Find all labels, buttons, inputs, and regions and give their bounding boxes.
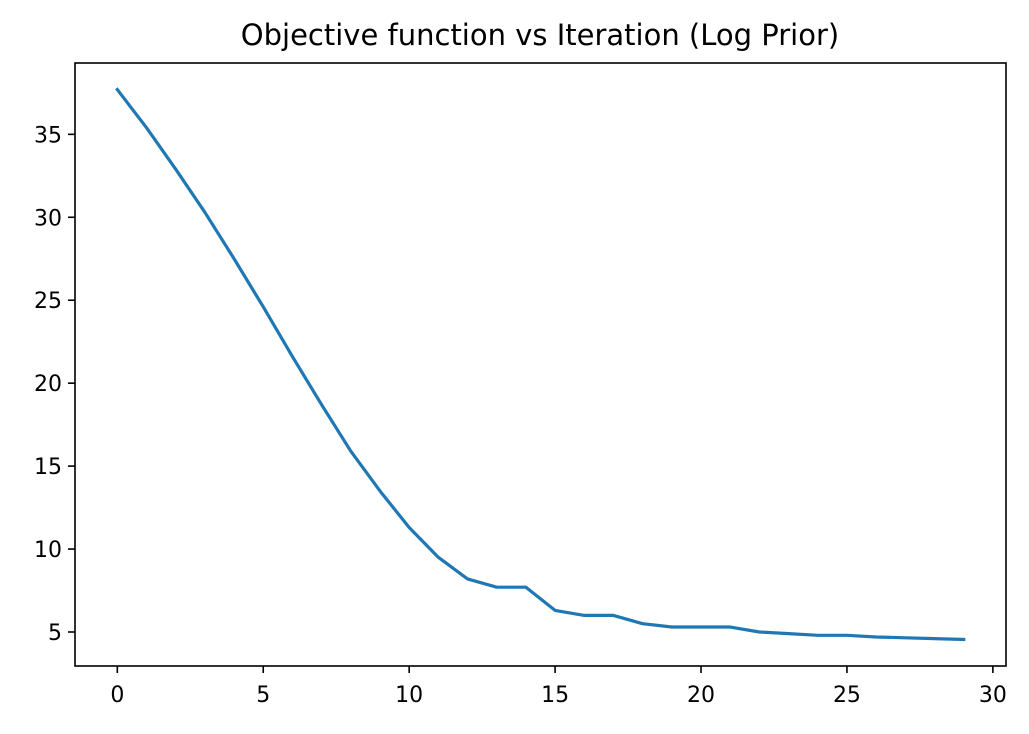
y-tick-label: 30 [34,206,62,231]
y-axis: 5 10 15 20 25 30 35 [34,123,75,646]
y-tick-label: 15 [34,455,62,480]
y-tick-label: 20 [34,372,62,397]
y-tick-label: 25 [34,289,62,314]
x-tick-label: 15 [541,683,569,708]
axes-frame [74,62,1007,667]
plot-area [74,62,1007,667]
x-tick-label: 30 [979,683,1007,708]
y-tick-label: 10 [34,538,62,563]
x-tick-label: 20 [687,683,715,708]
y-tick-label: 5 [48,621,62,646]
series-layer [115,87,966,642]
x-tick-label: 25 [833,683,861,708]
y-tick-label: 35 [34,123,62,148]
x-tick-label: 0 [110,683,124,708]
x-axis: 0 5 10 15 20 25 30 [110,666,1007,708]
chart-title: Objective function vs Iteration (Log Pri… [241,18,839,52]
x-tick-label: 5 [256,683,270,708]
series-line [115,87,966,642]
x-tick-label: 10 [395,683,423,708]
